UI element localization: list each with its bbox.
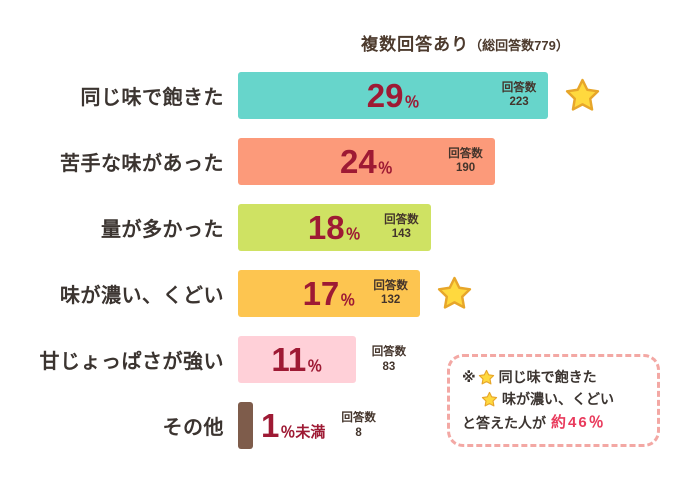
category-label: 同じ味で飽きた [80,87,224,109]
bar-fill: 29 ％ 回答数 223 [238,72,549,119]
chart-title-sub: （総回答数779） [469,38,569,53]
percent-value: 17 [302,275,340,312]
star-icon [481,391,498,407]
percent-unit: ％ [307,358,323,375]
count-title: 回答数 [448,147,483,160]
bar-row: その他 1 ％未満 回答数 8 [0,402,700,449]
category-label: 苦手な味があった [60,153,224,175]
note-line-3: と答えた人が 約46％ [462,411,645,435]
count-title: 回答数 [341,411,376,424]
percent-value: 29 [366,77,404,114]
bar-value: 24 ％ [340,145,393,178]
bar-row: 甘じょっぱさが強い 11 ％ 回答数 83 [0,336,700,383]
note-line-1: ※ 同じ味で飽きた [462,366,645,388]
percent-unit: ％ [377,160,393,177]
count-title: 回答数 [501,81,537,94]
bar-value: 1 ％未満 [261,409,325,442]
count-value: 132 [381,294,401,307]
bar-value: 18 ％ [308,211,361,244]
note-marker: ※ [462,369,476,385]
category-label: その他 [162,417,224,439]
bar-fill: 18 ％ 回答数 143 [238,204,431,251]
response-count: 回答数 132 [373,279,408,309]
count-title: 回答数 [384,213,419,226]
response-count: 回答数 190 [448,147,483,177]
bar-fill: 24 ％ 回答数 190 [238,138,495,185]
chart-title-main: 複数回答あり [361,35,470,54]
note-box: ※ 同じ味で飽きた 味が濃い、くどい と答えた人が 約46％ [447,354,660,447]
bar-fill: 11 ％ [238,336,356,383]
percent-unit: ％ [340,292,356,309]
star-icon [478,369,494,385]
note-item-1: 同じ味で飽きた [498,369,597,385]
star-icon [437,276,472,309]
bar-fill: 17 ％ 回答数 132 [238,270,420,317]
bar-row: 同じ味で飽きた 29 ％ 回答数 223 [0,72,700,119]
bar-value: 11 ％ [271,343,322,376]
percent-unit: ％未満 [280,424,326,441]
response-count: 回答数 8 [341,411,376,441]
bar-rows: 同じ味で飽きた 29 ％ 回答数 223 苦手な味があった [0,72,700,468]
percent-unit: ％ [404,94,420,111]
count-value: 143 [391,228,411,241]
bar-row: 苦手な味があった 24 ％ 回答数 190 [0,138,700,185]
category-label: 量が多かった [101,219,224,241]
percent-value: 1 [261,407,280,444]
percent-value: 18 [307,209,345,246]
count-value: 190 [455,162,476,175]
percent-value: 11 [271,341,307,378]
response-count: 回答数 83 [372,345,407,375]
response-count: 回答数 143 [384,213,419,243]
bar-fill [238,402,253,449]
count-value: 223 [509,96,529,109]
bar-row: 味が濃い、くどい 17 ％ 回答数 132 [0,270,700,317]
bar-value: 17 ％ [303,277,356,310]
note-highlight-value: 約46％ [551,413,606,431]
category-label: 味が濃い、くどい [60,285,224,307]
note-item-2: 味が濃い、くどい [502,391,614,408]
star-icon [566,78,600,111]
count-value: 83 [382,360,396,373]
count-title: 回答数 [371,345,407,358]
count-value: 8 [355,426,362,439]
percent-value: 24 [340,143,377,180]
count-title: 回答数 [373,279,408,292]
note-suffix: と答えた人が [462,414,546,431]
response-count: 回答数 223 [502,81,537,111]
chart-title: 複数回答あり（総回答数779） [250,30,680,55]
category-label: 甘じょっぱさが強い [39,351,224,373]
note-line-2: 味が濃い、くどい [479,388,645,410]
bar-row: 量が多かった 18 ％ 回答数 143 [0,204,700,251]
percent-unit: ％ [345,226,361,243]
bar-value: 29 ％ [367,79,420,112]
